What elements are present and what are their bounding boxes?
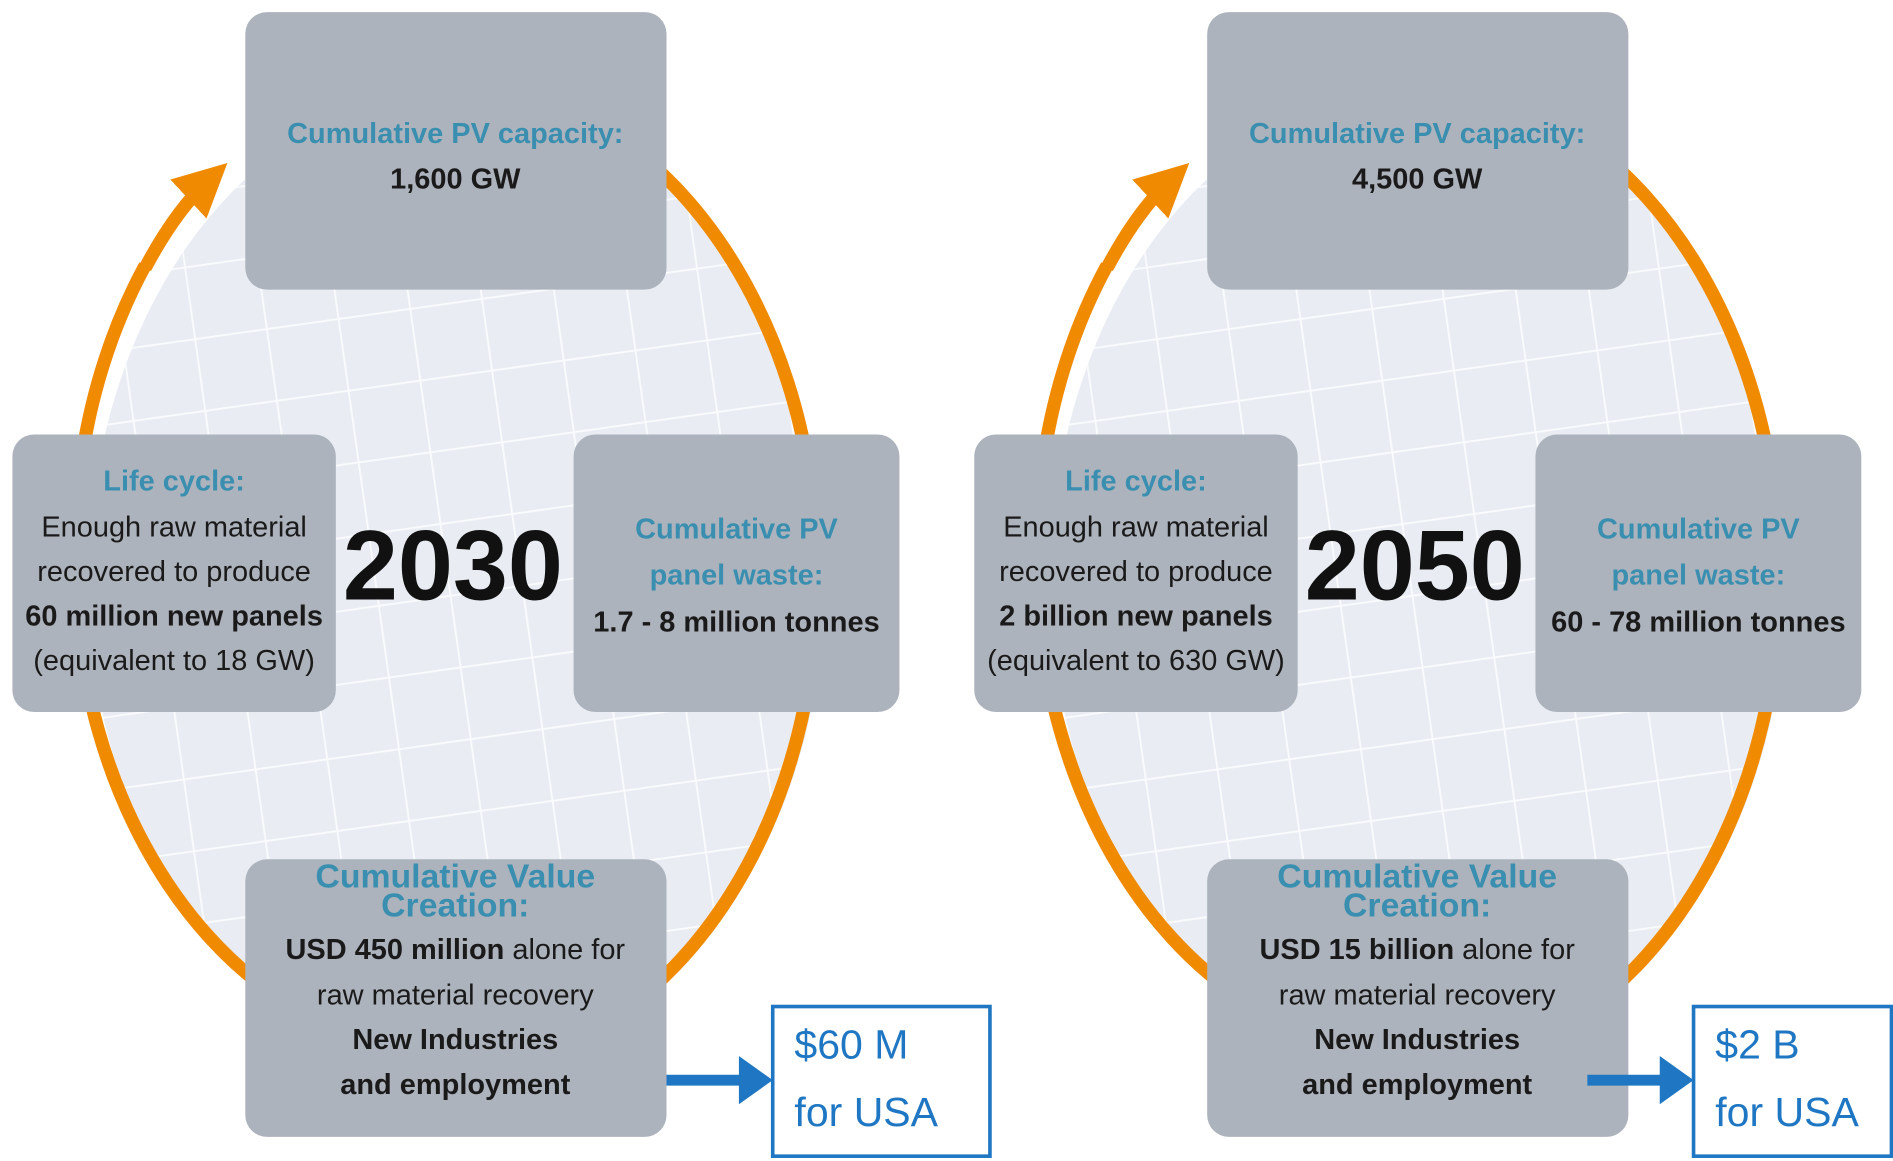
- box-text: raw material recovery: [317, 980, 594, 1012]
- box-text: and employment: [340, 1069, 570, 1101]
- info-box: [1207, 12, 1628, 290]
- callout-text: for USA: [794, 1089, 938, 1135]
- amount: USD 450 million: [286, 934, 505, 966]
- box-label: Cumulative PV: [1597, 514, 1800, 546]
- box-text: USD 15 billion alone for: [1259, 934, 1575, 966]
- box-label: Cumulative PV: [635, 514, 838, 546]
- box-text: (equivalent to 18 GW): [33, 645, 315, 677]
- box-text: 2 billion new panels: [999, 601, 1273, 633]
- amount: USD 15 billion: [1259, 934, 1454, 966]
- box-text: recovered to produce: [37, 556, 311, 588]
- box-value: 4,500 GW: [1352, 164, 1483, 196]
- amount-suffix: alone for: [1462, 934, 1575, 966]
- diagram: 2030 Cumulative PV capacity: 1,600 GW Life …: [0, 0, 1893, 1161]
- callout-arrow-head: [739, 1056, 773, 1104]
- box-value: 1.7 - 8 million tonnes: [593, 607, 879, 639]
- box-text: Enough raw material: [1003, 511, 1269, 543]
- box-label: panel waste:: [1611, 560, 1785, 592]
- box-text: recovered to produce: [999, 556, 1273, 588]
- box-text: 60 million new panels: [25, 601, 323, 633]
- box-label: Cumulative PV capacity:: [287, 118, 623, 150]
- callout-text: for USA: [1715, 1089, 1859, 1135]
- box-text: raw material recovery: [1279, 980, 1556, 1012]
- box-text: New Industries: [352, 1024, 558, 1056]
- box-label: panel waste:: [650, 560, 824, 592]
- year: 2050: [1305, 509, 1525, 620]
- box-label: Creation:: [381, 886, 529, 924]
- box-value: 1,600 GW: [390, 164, 521, 196]
- amount-suffix: alone for: [512, 934, 625, 966]
- year: 2030: [343, 509, 563, 620]
- callout-arrow-head: [1660, 1056, 1694, 1104]
- box-text: New Industries: [1314, 1024, 1520, 1056]
- box-label: Life cycle:: [1065, 465, 1207, 497]
- box-text: (equivalent to 630 GW): [987, 645, 1285, 677]
- page: {"panels": [ {"year": "2030", "capacity"…: [0, 0, 1893, 1161]
- callout-text: $2 B: [1715, 1021, 1799, 1067]
- box-text: USD 450 million alone for: [286, 934, 626, 966]
- box-label: Cumulative PV capacity:: [1249, 118, 1585, 150]
- box-value: 60 - 78 million tonnes: [1551, 607, 1845, 639]
- box-label: Life cycle:: [103, 465, 245, 497]
- panel: 2030 Cumulative PV capacity: 1,600 GW Life …: [12, 12, 899, 1137]
- box-label: Creation:: [1343, 886, 1491, 924]
- box-text: and employment: [1302, 1069, 1532, 1101]
- callout-text: $60 M: [794, 1021, 908, 1067]
- info-box: [245, 12, 666, 290]
- box-text: Enough raw material: [41, 511, 307, 543]
- panel: 2050 Cumulative PV capacity: 4,500 GW Life …: [974, 12, 1861, 1137]
